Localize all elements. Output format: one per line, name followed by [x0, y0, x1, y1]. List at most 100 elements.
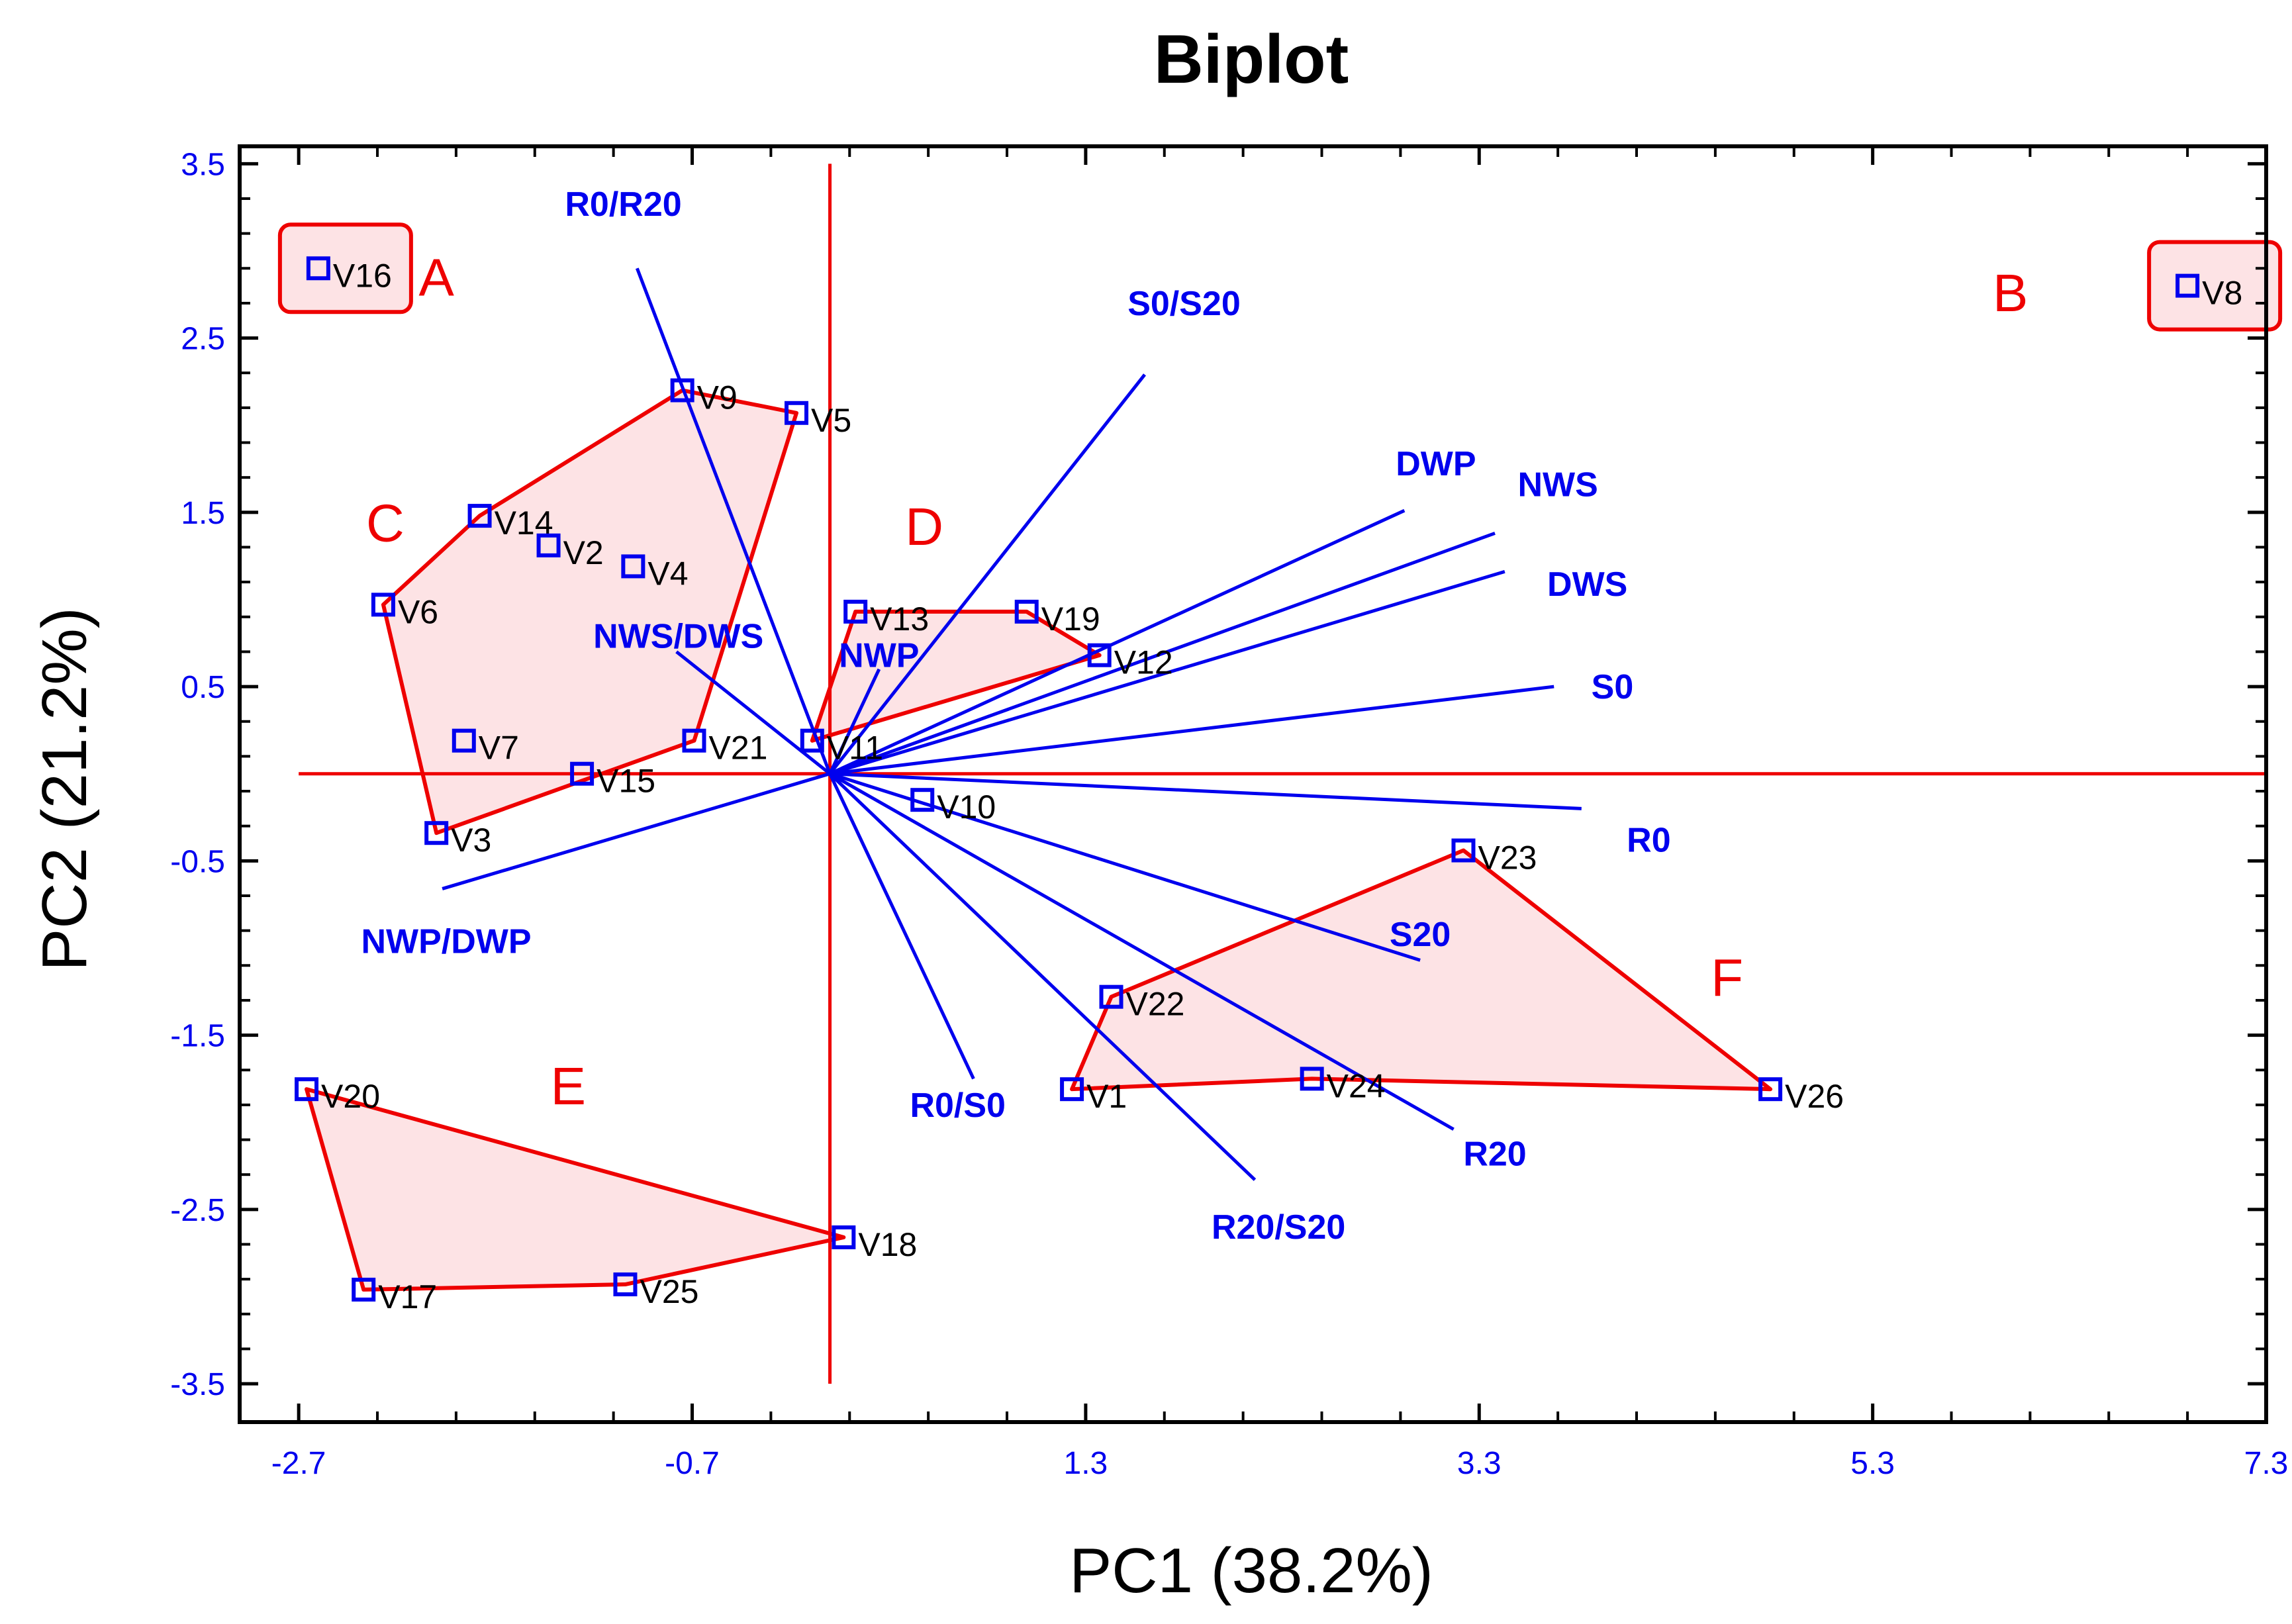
- point-v2-label: V2: [563, 534, 604, 571]
- vector-s20-label: S20: [1390, 916, 1451, 954]
- point-v9-marker: [670, 378, 694, 403]
- point-v7-label: V7: [479, 730, 519, 767]
- point-v17-label: V17: [378, 1278, 437, 1315]
- point-v12-label: V12: [1114, 644, 1173, 681]
- point-v7-marker: [452, 728, 476, 753]
- point-v24-marker: [1300, 1067, 1324, 1091]
- group-e-label: E: [551, 1057, 586, 1116]
- vector-nws-line: [829, 532, 1496, 776]
- y-tick-label: -1.5: [170, 1019, 225, 1054]
- vector-r0-s0-label: R0/S0: [910, 1086, 1006, 1125]
- point-v11-label: V11: [827, 730, 883, 767]
- group-b-box: [2147, 240, 2283, 332]
- point-v24-label: V24: [1327, 1067, 1386, 1104]
- y-tick-label: 3.5: [181, 147, 225, 182]
- point-v26-label: V26: [1785, 1078, 1844, 1115]
- point-v25-label: V25: [640, 1273, 698, 1310]
- vector-nwp-line: [828, 668, 881, 775]
- y-tick-label: 1.5: [181, 496, 225, 531]
- vector-nws-dws-label: NWS/DWS: [593, 618, 763, 656]
- point-v21-label: V21: [708, 730, 767, 767]
- y-tick-label: -0.5: [170, 844, 225, 879]
- point-v6-marker: [371, 593, 395, 617]
- point-v8-marker: [2175, 273, 2200, 298]
- point-v2-marker: [536, 533, 561, 557]
- point-v13-label: V13: [870, 600, 929, 638]
- vector-s0-line: [830, 685, 1554, 776]
- group-a-label: A: [419, 248, 455, 307]
- vector-dws-line: [829, 569, 1505, 776]
- point-v10-label: V10: [937, 788, 996, 826]
- point-v25-marker: [613, 1272, 638, 1297]
- y-tick-label: -2.5: [170, 1193, 225, 1228]
- point-v20-label: V20: [321, 1078, 380, 1115]
- vector-s0-s20-label: S0/S20: [1127, 285, 1241, 323]
- point-v15-label: V15: [597, 763, 655, 800]
- point-v16-marker: [306, 256, 330, 281]
- hulls-layer: A B C D E F: [277, 222, 2283, 1292]
- vector-s20-line: [829, 772, 1421, 962]
- y-axis-title: PC2 (21.2%): [29, 607, 100, 971]
- group-e-hull: [305, 1087, 846, 1292]
- group-f-hull: [1070, 848, 1773, 1092]
- x-tick-label: 1.3: [1064, 1446, 1108, 1481]
- vector-nws-dws-line: [675, 650, 832, 775]
- point-v22-marker: [1099, 984, 1123, 1009]
- x-tick-label: -0.7: [665, 1446, 720, 1481]
- vector-dws-label: DWS: [1547, 565, 1627, 604]
- vector-r0-r20-line: [635, 267, 832, 775]
- vector-nwp-dwp-label: NWP/DWP: [361, 922, 531, 961]
- group-b-label: B: [1993, 263, 2028, 322]
- vector-r20-s20-label: R20/S20: [1212, 1208, 1345, 1247]
- point-v15-marker: [570, 761, 595, 786]
- vector-nwp-label: NWP: [839, 637, 919, 675]
- point-v20-marker: [295, 1077, 319, 1102]
- point-v1-marker: [1060, 1077, 1084, 1102]
- point-v16-label: V16: [333, 257, 392, 294]
- point-v26-marker: [1758, 1077, 1783, 1102]
- vector-nwp-dwp-line: [442, 772, 831, 890]
- vector-r0-s0-line: [828, 773, 975, 1080]
- point-v19-marker: [1014, 599, 1039, 624]
- point-v11-marker: [800, 728, 824, 753]
- vector-s0-s20-line: [828, 373, 1147, 775]
- group-f-label: F: [1711, 949, 1743, 1008]
- y-tick-label: 0.5: [181, 670, 225, 705]
- vector-r0-r20-label: R0/R20: [565, 185, 681, 224]
- vector-r0-label: R0: [1627, 822, 1670, 860]
- vector-r0-line: [830, 772, 1582, 810]
- plot-frame-layer: [238, 144, 2268, 1424]
- point-v6-label: V6: [398, 593, 438, 630]
- point-v23-marker: [1451, 838, 1476, 863]
- point-v13-marker: [843, 599, 868, 624]
- point-v18-label: V18: [858, 1226, 917, 1263]
- x-tick-label: 3.3: [1457, 1446, 1502, 1481]
- point-v10-marker: [910, 788, 935, 812]
- vectors-layer: R0/R20 S0/S20 DWP NWS DWS NWS/DWS NWP S0 R0 S20 R0…: [361, 185, 1670, 1247]
- vector-dwp-label: DWP: [1396, 445, 1476, 483]
- x-tick-label: 5.3: [1850, 1446, 1895, 1481]
- point-v4-marker: [621, 554, 645, 579]
- point-v5-marker: [785, 401, 809, 425]
- point-v4-label: V4: [647, 555, 688, 592]
- group-c-label: C: [366, 494, 405, 553]
- group-a-box: [277, 222, 413, 314]
- y-tick-label: -3.5: [170, 1367, 225, 1402]
- point-v9-label: V9: [697, 379, 738, 416]
- point-v19-label: V19: [1041, 600, 1100, 638]
- group-c-hull: [381, 388, 799, 836]
- point-v1-label: V1: [1086, 1078, 1127, 1115]
- point-v5-label: V5: [811, 402, 851, 439]
- x-tick-label: -2.7: [271, 1446, 326, 1481]
- ticks-layer: -2.7 -0.7 1.3 3.3 5.3 7.3 3.5 2.5 1.5 0.5 -0.5 -1.5…: [170, 146, 2288, 1481]
- group-d-label: D: [905, 497, 943, 556]
- point-v17-marker: [352, 1277, 376, 1302]
- chart-title: Biplot: [1154, 21, 1349, 98]
- vector-s0-label: S0: [1592, 668, 1634, 706]
- point-v18-marker: [832, 1225, 856, 1249]
- group-d-hull: [810, 609, 1102, 743]
- point-v3-marker: [424, 821, 449, 845]
- x-axis-title: PC1 (38.2%): [1069, 1535, 1433, 1606]
